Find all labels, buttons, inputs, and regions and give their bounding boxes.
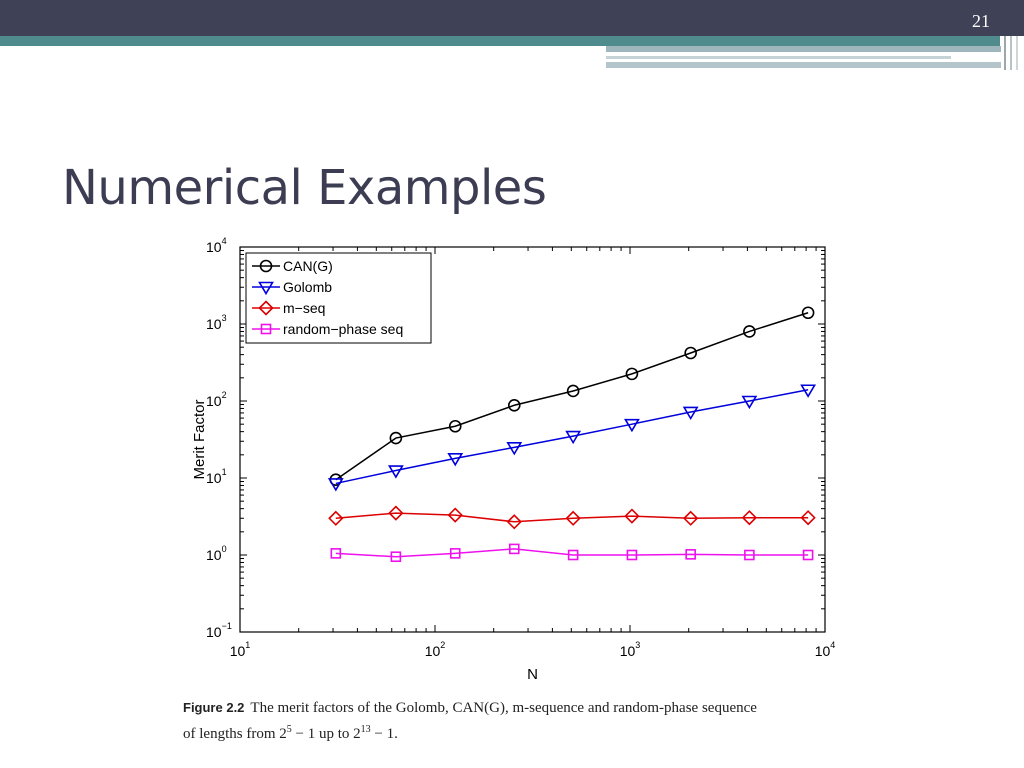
- series-line: [335, 512, 809, 523]
- data-point: [802, 549, 814, 561]
- data-point: [506, 442, 523, 456]
- caption-line2-post: − 1.: [370, 726, 398, 742]
- figure-caption: Figure 2.2 The merit factors of the Golom…: [183, 697, 843, 745]
- data-point: [741, 510, 758, 526]
- data-point: [744, 549, 755, 561]
- data-point: [506, 514, 522, 530]
- top-bar: 21: [0, 0, 1024, 36]
- data-point: [800, 384, 817, 398]
- data-point: [328, 510, 344, 526]
- x-axis-label: N: [527, 666, 538, 683]
- x-tick-label: 101: [230, 640, 251, 659]
- y-tick-label: 100: [206, 544, 227, 563]
- legend-marker: [259, 259, 273, 273]
- decor-rail: [1004, 36, 1006, 70]
- data-point: [624, 508, 640, 524]
- y-tick-label: 102: [206, 390, 227, 409]
- legend-marker: [258, 300, 274, 316]
- data-point: [626, 549, 638, 561]
- data-point: [389, 431, 403, 445]
- data-point: [447, 507, 463, 523]
- data-point: [801, 306, 815, 320]
- data-point: [683, 510, 699, 526]
- data-point: [684, 346, 697, 360]
- caption-line1: The merit factors of the Golomb, CAN(G),…: [250, 700, 757, 716]
- figure-label: Figure 2.2: [183, 700, 245, 715]
- data-point: [449, 548, 461, 559]
- y-tick-label: 101: [206, 467, 227, 486]
- x-tick-label: 104: [815, 640, 836, 659]
- data-point: [388, 505, 404, 521]
- data-point: [682, 406, 699, 421]
- data-point: [387, 465, 404, 479]
- data-point: [508, 543, 520, 555]
- data-point: [566, 384, 580, 398]
- legend-marker: [260, 323, 272, 335]
- decor-stripe-teal: [0, 36, 1000, 46]
- legend-box: [245, 252, 432, 344]
- legend-entry: m−seq: [283, 300, 325, 316]
- y-axis-label: Merit Factor: [191, 399, 208, 479]
- decor-rail: [1016, 36, 1018, 70]
- decor-stripe-light-lower: [606, 62, 1001, 68]
- legend-entry: Golomb: [283, 279, 332, 295]
- slide-number: 21: [972, 11, 990, 31]
- series-line: [335, 548, 809, 558]
- caption-line2-pre: of lengths from 2: [183, 726, 287, 742]
- data-point: [565, 430, 582, 445]
- data-point: [741, 395, 758, 410]
- data-point: [625, 367, 639, 381]
- decor-stripe-thin: [606, 56, 951, 59]
- data-point: [507, 398, 521, 412]
- data-point: [330, 548, 342, 559]
- legend-marker: [258, 281, 274, 296]
- caption-exp1: 5: [286, 724, 292, 735]
- slide-title: Numerical Examples: [62, 160, 547, 216]
- plot-frame: [239, 246, 826, 633]
- data-point: [685, 549, 696, 560]
- data-point: [565, 510, 581, 526]
- data-point: [327, 478, 344, 492]
- caption-line2-mid: − 1 up to 2: [291, 726, 361, 742]
- data-point: [800, 510, 816, 526]
- legend-entry: random−phase seq: [283, 321, 403, 337]
- merit-factor-chart: 101 102 103 104 10−1 100 101 102 103 104 N Merit Fa…: [191, 236, 836, 683]
- y-tick-label: 103: [206, 313, 227, 332]
- y-tick-label: 104: [206, 236, 227, 255]
- data-point: [390, 551, 402, 563]
- series-line: [335, 312, 809, 481]
- series-line: [335, 389, 809, 485]
- data-point: [624, 418, 640, 433]
- caption-exp2: 13: [360, 724, 371, 735]
- x-tick-label: 103: [620, 640, 641, 659]
- data-point: [447, 453, 464, 467]
- legend-entry: CAN(G): [283, 258, 333, 274]
- data-point: [567, 549, 579, 561]
- decor-rail: [1010, 36, 1012, 70]
- decor-stripe-light: [606, 46, 1001, 52]
- y-tick-label: 10−1: [206, 621, 232, 640]
- data-point: [448, 419, 462, 433]
- x-tick-label: 102: [425, 640, 446, 659]
- data-point: [743, 325, 756, 338]
